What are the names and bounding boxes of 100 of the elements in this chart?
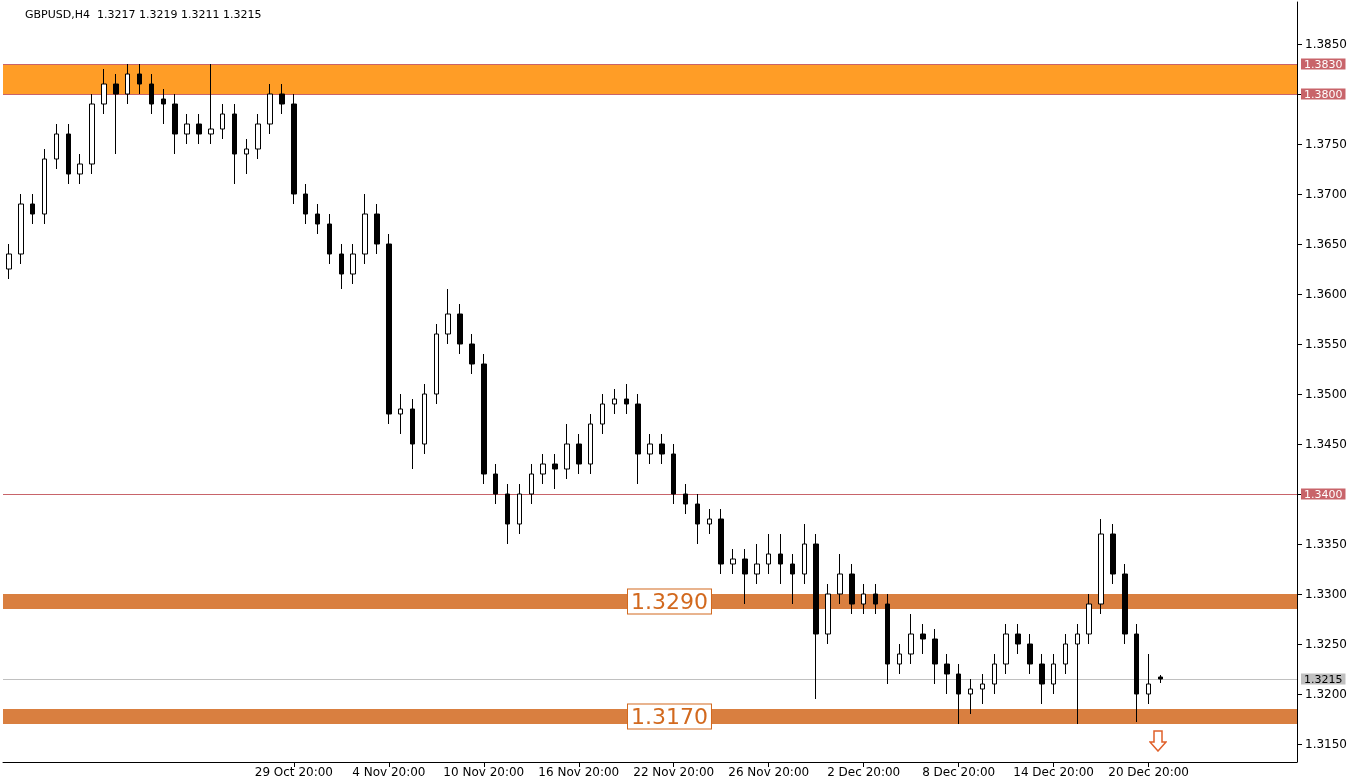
candlestick [279,83,285,115]
candlestick [778,533,783,585]
x-tick-label: 10 Nov 20:00 [443,765,525,779]
x-tick-label: 2 Dec 20:00 [827,765,901,779]
candlestick [54,123,59,170]
candlestick [1003,623,1009,675]
x-tick-label: 4 Nov 20:00 [352,765,426,779]
candlestick [113,73,119,155]
candlestick [908,613,914,665]
candlestick [707,508,712,535]
candlestick [968,678,973,715]
candlestick [434,323,439,405]
candlestick [255,113,261,160]
candlestick [1063,633,1068,675]
y-tick-label: 1.3600 [1305,287,1347,301]
candlestick [1075,623,1080,725]
candlestick [766,533,771,575]
candlestick [291,93,297,205]
candlestick [742,548,748,605]
candlestick [422,383,427,455]
candlestick [754,543,760,585]
candlestick [339,243,344,290]
candlestick [932,628,938,685]
candlestick [1146,653,1151,705]
y-tick-label: 1.3550 [1305,337,1347,351]
candlestick [469,333,475,375]
candlestick [410,398,415,470]
candlestick [1039,653,1045,705]
candlestick [386,233,392,425]
candlestick [77,153,83,185]
candlestick [647,433,653,465]
band-label: 1.3290 [631,589,708,614]
candlestick [992,653,997,695]
x-tick-label: 16 Nov 20:00 [538,765,620,779]
candlestick [6,243,12,280]
candlestick [493,463,498,505]
candlestick [920,623,926,655]
candlestick [303,183,308,225]
candlestick [267,83,273,135]
candlestick [849,563,855,615]
candlestick [612,388,617,415]
candlestick [956,663,961,725]
band-label: 1.3170 [631,704,708,729]
ref-line-label: 1.3215 [1304,672,1343,686]
candlestick [1134,623,1139,723]
y-tick-label: 1.3500 [1305,387,1347,401]
candlestick [529,463,534,505]
candlestick [730,548,736,575]
x-tick-label: 8 Dec 20:00 [922,765,996,779]
x-tick-label: 22 Nov 20:00 [633,765,715,779]
candlestick [718,508,724,575]
candlestick [600,393,605,435]
candlestick [873,583,878,615]
candlestick [790,553,795,605]
candlestick [671,443,676,505]
y-tick-label: 1.3300 [1305,587,1347,601]
candlestick [196,113,202,145]
x-tick-label: 14 Dec 20:00 [1013,765,1094,779]
y-tick-label: 1.3700 [1305,187,1347,201]
candlestick [445,288,451,345]
x-tick-label: 29 Oct 20:00 [254,765,333,779]
candlestick [350,243,356,285]
y-tick-label: 1.3350 [1305,537,1347,551]
candlestick [813,533,819,700]
candlestick [398,393,403,435]
candlestick [659,433,665,465]
candlestick [837,553,843,605]
y-tick-label: 1.3250 [1305,637,1347,651]
candlestick [885,593,890,685]
candlestick [172,93,178,155]
candlestick [552,453,558,490]
candlestick [161,88,166,125]
ref-line-label: 1.3400 [1304,487,1343,501]
candlestick [635,393,641,485]
candlestick [18,193,24,265]
candlestick [327,213,332,265]
candlestick [66,123,71,185]
candlestick [683,483,688,515]
candlestick [944,653,950,695]
candlestick [137,63,142,95]
candlestick [457,303,463,355]
candlestick [564,423,570,480]
candlestick [89,93,95,175]
candlestick [540,453,546,485]
y-tick-label: 1.3150 [1305,737,1347,751]
candlestick [30,193,35,225]
candlestick [576,433,582,475]
ref-line-label: 1.3830 [1304,57,1343,71]
candlestick [42,148,47,225]
candlestick [1122,563,1128,645]
candlestick [980,673,985,705]
candlestick [374,203,380,255]
candlestick [624,383,629,415]
candlestick [184,113,190,145]
y-tick-label: 1.3200 [1305,687,1347,701]
candlestick [1051,653,1056,695]
candlestick [1110,523,1116,585]
candlestick [1027,633,1033,675]
x-tick-label: 20 Dec 20:00 [1108,765,1189,779]
candlestick [149,73,154,115]
